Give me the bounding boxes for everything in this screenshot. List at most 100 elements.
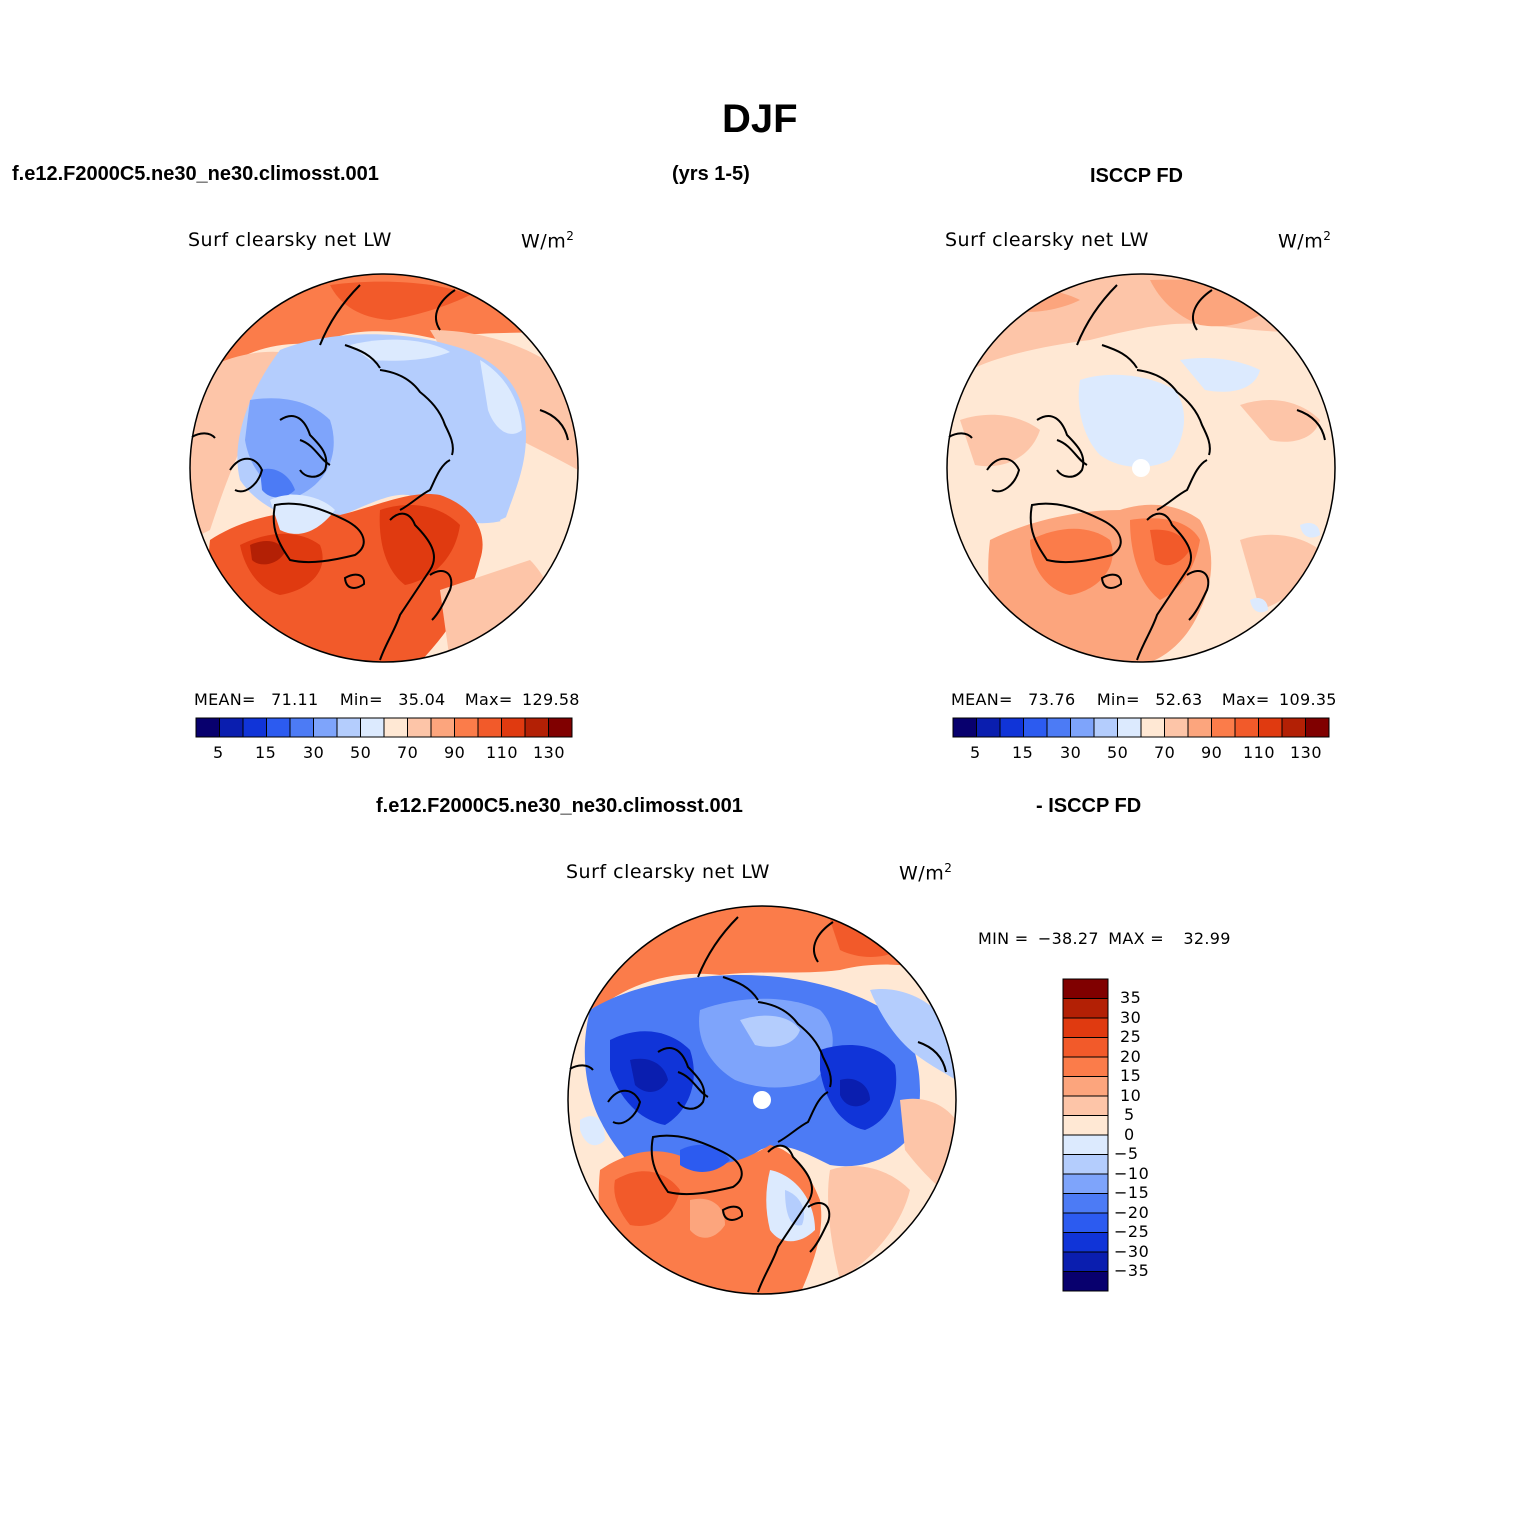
- colorbar-swatch: [360, 717, 385, 738]
- colorbar-swatch: [1211, 717, 1236, 738]
- colorbar-swatch: [1062, 1037, 1109, 1058]
- panel1-colorbar-label: 50: [350, 743, 372, 762]
- colorbar-swatch: [266, 717, 291, 738]
- colorbar-swatch: [477, 717, 502, 738]
- colorbar-swatch: [1234, 717, 1259, 738]
- diff-case-name-label: f.e12.F2000C5.ne30_ne30.climosst.001: [376, 795, 743, 817]
- colorbar-swatch: [1062, 1095, 1109, 1116]
- panel1-min-value: 35.04: [398, 690, 446, 709]
- colorbar-swatch: [289, 717, 314, 738]
- panel1-units-base: W/m: [521, 230, 567, 253]
- colorbar-swatch: [1164, 717, 1189, 738]
- panel3-units-base: W/m: [899, 862, 945, 885]
- panel2-arctic-pale: [1078, 374, 1185, 467]
- colorbar-swatch: [1062, 1056, 1109, 1077]
- colorbar-swatch: [1062, 1134, 1109, 1155]
- panel1-max-value: 129.58: [522, 690, 580, 709]
- panel3-variable-label: Surf clearsky net LW: [566, 861, 770, 883]
- colorbar-swatch: [1062, 1173, 1109, 1194]
- panel2-colorbar-label: 130: [1290, 743, 1323, 762]
- panel2-colorbar: [952, 717, 1330, 738]
- colorbar-swatch: [1062, 978, 1109, 999]
- panel2-variable-label: Surf clearsky net LW: [945, 229, 1149, 251]
- panel2-map-border: [946, 273, 1336, 663]
- panel3-colorbar-label: −30: [1114, 1241, 1150, 1261]
- colorbar-swatch: [1023, 717, 1048, 738]
- panel3-colorbar-label: 5: [1124, 1105, 1135, 1124]
- panel2-max-label: Max=: [1221, 690, 1270, 709]
- panel2-colorbar-label: 15: [1012, 743, 1034, 762]
- panel3-colorbar-label: 0: [1124, 1124, 1135, 1144]
- panel1-map-border: [189, 273, 579, 663]
- panel1-west-pale: [190, 351, 280, 540]
- panel1-stats: MEAN= 71.11 Min= 35.04 Max= 129.58: [194, 690, 580, 709]
- panel1-north-band: [190, 274, 578, 390]
- colorbar-swatch: [1062, 1017, 1109, 1038]
- panel3-colorbar-label: −10: [1114, 1163, 1150, 1183]
- panel1-max-label: Max=: [464, 690, 513, 709]
- panel1-variable-label: Surf clearsky net LW: [188, 229, 392, 251]
- panel1-colorbar-label: 130: [533, 743, 566, 762]
- panel1-colorbar-label: 90: [444, 743, 466, 762]
- colorbar-swatch: [1046, 717, 1071, 738]
- colorbar-swatch: [1305, 717, 1330, 738]
- colorbar-swatch: [1062, 1193, 1109, 1214]
- panel3-colorbar-label: 15: [1120, 1066, 1142, 1085]
- panel3-max-value: 32.99: [1183, 929, 1231, 948]
- colorbar-swatch: [242, 717, 267, 738]
- panel3-min-value: −38.27: [1037, 929, 1099, 948]
- panel2-min-value: 52.63: [1155, 690, 1203, 709]
- panel2-coastlines: [948, 284, 1326, 661]
- panel2-colorbar-label: 110: [1243, 743, 1276, 762]
- panel1-colorbar-label: 110: [486, 743, 519, 762]
- panel3-colorbar-label: 10: [1120, 1085, 1142, 1105]
- colorbar-swatch: [1187, 717, 1212, 738]
- panel3-max-label: MAX =: [1108, 929, 1164, 948]
- panel3-map-border: [567, 905, 957, 1295]
- panel2-units-base: W/m: [1278, 230, 1324, 253]
- panel3-colorbar-label: −35: [1114, 1261, 1150, 1280]
- panel2-colorbar-label: 50: [1107, 743, 1129, 762]
- colorbar-swatch: [1062, 1232, 1109, 1253]
- panel3-units-exp: 2: [944, 861, 953, 875]
- colorbar-swatch: [501, 717, 526, 738]
- panel3-min-label: MIN =: [978, 929, 1029, 948]
- colorbar-swatch: [548, 717, 573, 738]
- diff-obs-name-label: - ISCCP FD: [1036, 795, 1142, 817]
- colorbar-swatch: [1070, 717, 1095, 738]
- panel1-mean-label: MEAN=: [194, 690, 256, 709]
- panel3-colorbar-label: 30: [1120, 1007, 1142, 1027]
- panel1-units-exp: 2: [566, 229, 575, 243]
- colorbar-swatch: [454, 717, 479, 738]
- colorbar-swatch: [976, 717, 1001, 738]
- panel3-colorbar-label: 20: [1120, 1046, 1142, 1066]
- colorbar-swatch: [1140, 717, 1165, 738]
- colorbar-swatch: [1062, 1271, 1109, 1292]
- panel2-colorbar-label: 70: [1154, 743, 1176, 762]
- panel2-colorbar-label: 30: [1060, 743, 1082, 762]
- panel1-min-label: Min=: [339, 690, 383, 709]
- panel2-units-exp: 2: [1323, 229, 1332, 243]
- colorbar-swatch: [1117, 717, 1142, 738]
- colorbar-swatch: [1062, 1115, 1109, 1136]
- panel3-colorbar-label: 35: [1120, 988, 1142, 1007]
- panel2-mean-label: MEAN=: [951, 690, 1013, 709]
- panel3-units-label: W/m2: [899, 861, 952, 884]
- panel3-pole-dot: [753, 1091, 771, 1109]
- panel3-colorbar-label: −15: [1114, 1183, 1150, 1202]
- years-label: (yrs 1-5): [672, 163, 750, 185]
- panel1-colorbar-label: 5: [213, 743, 224, 762]
- colorbar-swatch: [1093, 717, 1118, 738]
- panel2-max-value: 109.35: [1279, 690, 1337, 709]
- panel3-colorbar-label: −25: [1114, 1222, 1150, 1241]
- panel3-colorbar-label: −5: [1114, 1144, 1139, 1163]
- panel2-pole-dot: [1132, 459, 1150, 477]
- colorbar-swatch: [383, 717, 408, 738]
- colorbar-swatch: [1062, 1212, 1109, 1233]
- colorbar-swatch: [336, 717, 361, 738]
- colorbar-swatch: [1062, 1251, 1109, 1272]
- panel1-mean-value: 71.11: [271, 690, 319, 709]
- panel3-colorbar: [1062, 978, 1109, 1292]
- colorbar-swatch: [1062, 998, 1109, 1019]
- case-name-label: f.e12.F2000C5.ne30_ne30.climosst.001: [12, 163, 379, 185]
